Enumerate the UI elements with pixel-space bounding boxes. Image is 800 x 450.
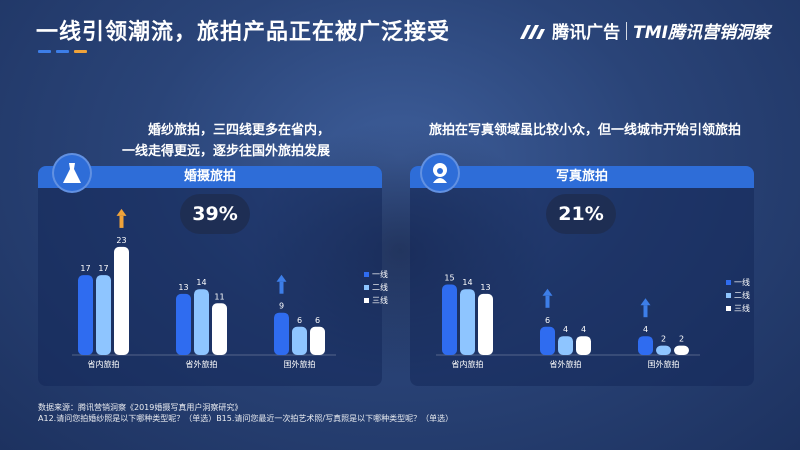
category-label: 国外旅拍	[284, 359, 316, 369]
bar	[478, 293, 493, 355]
legend-label: 三线	[734, 304, 750, 313]
bar	[78, 275, 93, 355]
legend-label: 二线	[372, 283, 388, 292]
bar	[576, 336, 591, 355]
legend-item: 二线	[726, 289, 750, 302]
legend-swatch	[726, 293, 731, 298]
left-panel-title: 婚摄旅拍	[183, 169, 236, 184]
bar-value-label: 17	[98, 264, 108, 273]
bar-value-label: 6	[315, 316, 320, 325]
footer-note: 数据来源：腾讯营销洞察《2019婚摄写真用户洞察研究》 A12.请问您拍婚纱照是…	[38, 402, 453, 424]
legend-item: 三线	[364, 294, 388, 307]
bar-value-label: 15	[444, 274, 454, 283]
bar	[442, 284, 457, 355]
legend-swatch	[364, 298, 369, 303]
bar-value-label: 2	[679, 335, 684, 344]
bar-value-label: 4	[643, 325, 648, 334]
bar	[194, 289, 209, 355]
right-percent-badge: 21%	[546, 194, 616, 234]
legend-item: 二线	[364, 281, 388, 294]
left-percent-badge: 39%	[180, 194, 250, 234]
trend-arrow-icon	[542, 288, 553, 308]
category-label: 国外旅拍	[648, 359, 680, 369]
brand-sub: TMI腾讯营销洞察	[633, 23, 770, 43]
bar	[674, 345, 689, 355]
bar-value-label: 13	[480, 283, 490, 292]
left-panel-header	[38, 166, 382, 188]
bar-value-label: 13	[178, 283, 188, 292]
legend-swatch	[364, 272, 369, 277]
bar	[310, 326, 325, 355]
brand-name: 腾讯广告	[552, 23, 621, 43]
title-accent	[38, 50, 87, 53]
legend-swatch	[726, 280, 731, 285]
wedding-dress-icon	[52, 153, 92, 193]
bar	[176, 293, 191, 355]
legend-item: 一线	[364, 268, 388, 281]
brand-divider	[626, 21, 628, 40]
right-headline: 旅拍在写真领域虽比较小众，但一线城市开始引领旅拍	[428, 123, 741, 138]
bar-value-label: 9	[279, 302, 284, 311]
bar-value-label: 6	[545, 316, 550, 325]
legend-label: 三线	[372, 296, 388, 305]
bar-value-label: 17	[80, 264, 90, 273]
legend-item: 一线	[726, 276, 750, 289]
bar-value-label: 14	[462, 278, 472, 287]
bar-value-label: 4	[563, 325, 568, 334]
category-label: 省内旅拍	[88, 359, 120, 369]
legend-label: 一线	[734, 278, 750, 287]
right-legend: 一线 二线 三线	[726, 276, 750, 315]
tencent-ads-logo-icon	[520, 24, 546, 39]
right-panel-header	[410, 166, 754, 188]
brand-logo: 腾讯广告 TMI腾讯营销洞察	[518, 18, 770, 43]
left-headline: 婚纱旅拍，三四线更多在省内， 一线走得更远，逐步往国外旅拍发展	[80, 120, 330, 162]
portrait-icon	[420, 153, 460, 193]
footer-questions: A12.请问您拍婚纱照是以下哪种类型呢？（单选）B15.请问您最近一次拍艺术照/…	[38, 414, 454, 423]
bar	[212, 303, 227, 355]
trend-arrow-icon	[640, 298, 651, 318]
bar	[540, 326, 555, 355]
legend-swatch	[364, 285, 369, 290]
right-panel-title: 写真旅拍	[555, 169, 608, 184]
category-label: 省外旅拍	[186, 359, 218, 369]
right-bar-chart: 15 14 13 省内旅拍 6 4 4 省外旅拍 4 2 2 国外旅拍	[436, 274, 700, 369]
bar-value-label: 4	[581, 325, 586, 334]
category-label: 省内旅拍	[452, 359, 484, 369]
bar-value-label: 14	[196, 278, 206, 287]
footer-source: 数据来源：腾讯营销洞察《2019婚摄写真用户洞察研究》	[38, 403, 243, 412]
legend-swatch	[726, 306, 731, 311]
legend-label: 一线	[372, 270, 388, 279]
bar	[114, 246, 129, 355]
legend-label: 二线	[734, 291, 750, 300]
bar	[638, 336, 653, 355]
bar	[292, 326, 307, 355]
bar-value-label: 6	[297, 316, 302, 325]
category-label: 省外旅拍	[550, 359, 582, 369]
bar	[96, 275, 111, 355]
left-headline-line1: 婚纱旅拍，三四线更多在省内，	[147, 123, 330, 138]
bar	[656, 345, 671, 355]
bar-value-label: 2	[661, 335, 666, 344]
bar-value-label: 23	[116, 236, 126, 245]
bar	[558, 336, 573, 355]
trend-arrow-icon	[116, 208, 127, 228]
left-legend: 一线 二线 三线	[364, 268, 388, 307]
left-headline-line2: 一线走得更远，逐步往国外旅拍发展	[121, 144, 330, 159]
left-bar-chart: 17 17 23 省内旅拍 13 14 11 省外旅拍 9 6 6 国外旅拍	[72, 208, 336, 369]
legend-item: 三线	[726, 302, 750, 315]
page-title: 一线引领潮流，旅拍产品正在被广泛接受	[36, 20, 451, 45]
bar	[274, 312, 289, 355]
bar-value-label: 11	[214, 292, 224, 301]
trend-arrow-icon	[276, 274, 287, 294]
bar	[460, 289, 475, 355]
